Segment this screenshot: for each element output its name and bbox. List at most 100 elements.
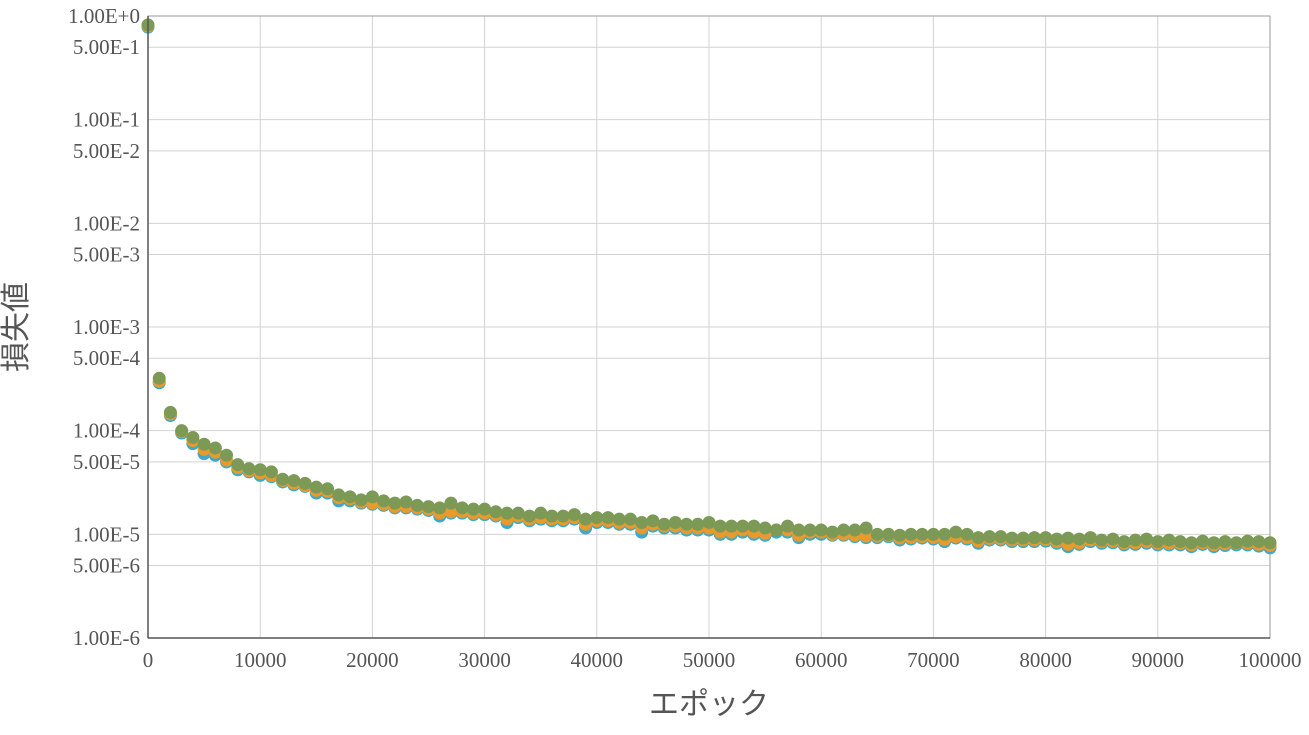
data-point bbox=[668, 516, 682, 530]
data-point bbox=[298, 476, 312, 490]
x-tick-label: 30000 bbox=[458, 648, 511, 672]
x-tick-label: 80000 bbox=[1019, 648, 1072, 672]
data-point bbox=[635, 516, 649, 530]
data-point bbox=[556, 509, 570, 523]
data-point bbox=[646, 514, 660, 528]
x-tick-label: 40000 bbox=[571, 648, 624, 672]
data-point bbox=[522, 509, 536, 523]
data-point bbox=[870, 527, 884, 541]
data-point bbox=[220, 448, 234, 462]
data-point bbox=[590, 511, 604, 525]
data-point bbox=[422, 500, 435, 514]
data-point bbox=[253, 463, 267, 477]
data-point bbox=[736, 519, 750, 533]
data-points bbox=[141, 18, 1277, 555]
data-point bbox=[1229, 536, 1243, 550]
y-tick-label: 1.00E-3 bbox=[73, 315, 140, 339]
y-tick-label: 5.00E-4 bbox=[73, 346, 141, 370]
y-axis-title: 損失値 bbox=[0, 282, 34, 372]
data-point bbox=[837, 523, 851, 537]
data-point bbox=[904, 527, 918, 541]
x-tick-label: 50000 bbox=[683, 648, 736, 672]
data-point bbox=[545, 509, 559, 523]
data-point bbox=[601, 511, 615, 525]
data-point bbox=[579, 512, 593, 526]
y-tick-label: 1.00E-2 bbox=[73, 211, 140, 235]
data-point bbox=[882, 527, 896, 541]
data-point bbox=[478, 502, 492, 516]
data-point bbox=[186, 430, 200, 444]
x-tick-label: 90000 bbox=[1132, 648, 1185, 672]
data-point bbox=[175, 424, 189, 438]
data-point bbox=[960, 527, 974, 541]
x-tick-label: 0 bbox=[143, 648, 154, 672]
y-tick-label: 5.00E-3 bbox=[73, 243, 140, 267]
data-point bbox=[1218, 535, 1232, 549]
data-point bbox=[1106, 532, 1120, 546]
data-point bbox=[848, 523, 862, 537]
data-point bbox=[781, 519, 795, 533]
data-point bbox=[915, 527, 929, 541]
data-point bbox=[343, 490, 357, 504]
data-point bbox=[769, 523, 783, 537]
data-point bbox=[691, 517, 705, 531]
data-point bbox=[287, 474, 301, 488]
data-point bbox=[1241, 534, 1255, 548]
data-point bbox=[377, 494, 391, 508]
y-tick-label: 1.00E-1 bbox=[73, 108, 140, 132]
x-tick-label: 100000 bbox=[1239, 648, 1302, 672]
data-point bbox=[758, 521, 772, 535]
data-point bbox=[1162, 533, 1176, 547]
data-point bbox=[534, 506, 548, 520]
data-point bbox=[657, 517, 671, 531]
data-point bbox=[466, 502, 480, 516]
data-point bbox=[803, 523, 817, 537]
data-point bbox=[747, 519, 761, 533]
data-point bbox=[321, 482, 335, 496]
data-point bbox=[1140, 532, 1154, 546]
data-point bbox=[152, 371, 166, 385]
data-point bbox=[511, 506, 525, 520]
data-point bbox=[893, 528, 907, 542]
y-tick-label: 1.00E+0 bbox=[68, 4, 140, 28]
x-tick-label: 10000 bbox=[234, 648, 287, 672]
data-point bbox=[1005, 531, 1019, 545]
y-tick-label: 1.00E-4 bbox=[73, 419, 141, 443]
data-point bbox=[1263, 536, 1277, 550]
data-point bbox=[410, 498, 424, 512]
data-point bbox=[713, 519, 727, 533]
data-point bbox=[1050, 532, 1064, 546]
data-point bbox=[354, 493, 368, 507]
data-point bbox=[242, 462, 256, 476]
y-axis-ticks: 1.00E+0 5.00E-1 1.00E-1 5.00E-2 1.00E-2 5.00E… bbox=[68, 4, 140, 650]
data-point bbox=[332, 488, 346, 502]
data-point bbox=[1072, 532, 1086, 546]
data-point bbox=[825, 525, 839, 539]
data-point bbox=[567, 508, 581, 522]
data-point bbox=[1151, 535, 1165, 549]
data-point bbox=[1016, 531, 1030, 545]
data-point bbox=[365, 490, 379, 504]
data-point bbox=[1252, 535, 1266, 549]
data-point bbox=[792, 523, 806, 537]
y-tick-label: 5.00E-2 bbox=[73, 139, 140, 163]
y-tick-label: 1.00E-5 bbox=[73, 522, 140, 546]
data-point bbox=[500, 506, 514, 520]
x-tick-label: 60000 bbox=[795, 648, 848, 672]
data-point bbox=[444, 496, 458, 510]
data-point bbox=[1196, 534, 1210, 548]
data-point bbox=[983, 530, 996, 544]
x-tick-label: 70000 bbox=[907, 648, 960, 672]
data-point bbox=[197, 437, 211, 451]
data-point bbox=[971, 531, 985, 545]
y-tick-label: 5.00E-1 bbox=[73, 35, 140, 59]
data-point bbox=[163, 405, 177, 419]
data-point bbox=[388, 496, 402, 510]
y-tick-label: 5.00E-6 bbox=[73, 554, 140, 578]
data-point bbox=[1184, 536, 1198, 550]
data-point bbox=[399, 495, 413, 509]
data-point bbox=[994, 530, 1008, 544]
data-point bbox=[264, 465, 278, 479]
